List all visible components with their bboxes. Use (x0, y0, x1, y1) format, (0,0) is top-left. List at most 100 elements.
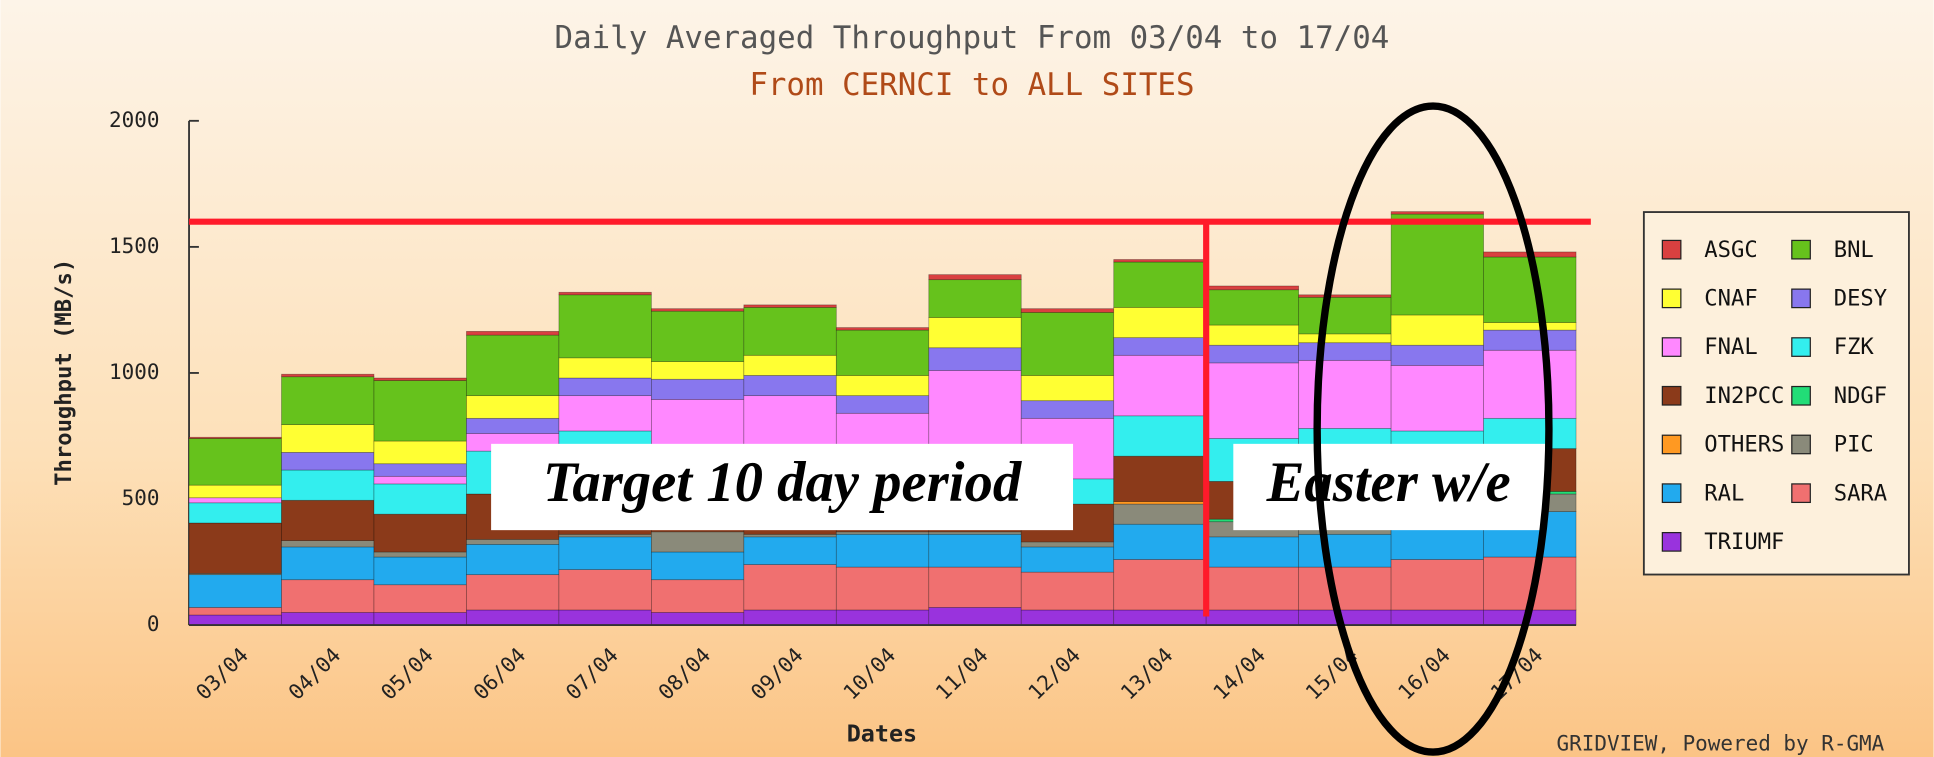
bar-segment (281, 546, 375, 581)
bar-segment (1483, 322, 1577, 331)
bar-segment (835, 566, 930, 611)
bar-segment (1298, 294, 1392, 298)
bar-segment (1483, 349, 1577, 419)
bar-segment (743, 564, 837, 611)
bar-segment (1020, 609, 1115, 626)
legend-label: OTHERS (1704, 432, 1784, 458)
bar-segment (188, 436, 282, 439)
bar-segment (188, 607, 282, 616)
bar-segment (1113, 259, 1207, 263)
legend-label: BNL (1834, 237, 1874, 263)
bar-segment (281, 452, 375, 471)
legend-label: SARA (1834, 480, 1887, 506)
bar-segment (466, 330, 560, 336)
chart-subtitle: From CERNCI to ALL SITES (749, 67, 1194, 103)
y-tick-label: 2000 (109, 108, 159, 132)
bar-segment (1298, 333, 1392, 344)
legend-label: IN2PCC (1704, 383, 1784, 409)
bar-segment (651, 310, 745, 362)
bar-segment (558, 291, 652, 296)
legend-swatch (1661, 288, 1682, 309)
bar-segment (373, 440, 467, 465)
bar-segment (1113, 337, 1207, 356)
legend-swatch (1791, 337, 1811, 357)
legend: ASGC BNL CNAF DESY FNAL FZK IN2PCC NDGF OTHERS PI… (1642, 211, 1910, 576)
bar-segment (1298, 296, 1392, 335)
bar-segment (188, 502, 282, 524)
bar-segment (1205, 285, 1300, 291)
bar-segment (928, 317, 1022, 349)
bar-segment (281, 469, 375, 501)
y-tick-label: 500 (122, 486, 160, 510)
bar-segment (651, 551, 745, 581)
bar-segment (373, 612, 467, 626)
legend-label: RAL (1704, 480, 1744, 506)
bar-segment (281, 579, 375, 613)
bar-segment (373, 513, 467, 553)
bar-segment (1113, 501, 1207, 505)
bar-segment (188, 574, 282, 608)
bar-segment (1483, 329, 1577, 351)
bar-segment (558, 569, 652, 611)
bar-segment (1113, 503, 1207, 525)
y-tick-label: 0 (147, 612, 160, 636)
legend-swatch (1791, 434, 1811, 455)
legend-label: DESY (1834, 285, 1887, 311)
bar-segment (651, 579, 745, 613)
legend-swatch (1661, 385, 1682, 406)
bar-segment (743, 354, 837, 376)
bar-segment (1390, 365, 1484, 432)
bar-segment (281, 499, 375, 541)
legend-swatch (1791, 385, 1811, 406)
legend-label: FNAL (1704, 334, 1757, 360)
bar-segment (928, 274, 1022, 281)
bar-segment (651, 361, 745, 380)
bar-segment (373, 463, 467, 477)
bar-segment (928, 347, 1022, 371)
bar-segment (1113, 609, 1207, 626)
bar-segment (651, 378, 745, 400)
bar-segment (558, 536, 652, 570)
bar-segment (188, 522, 282, 574)
bar-segment (1020, 541, 1115, 548)
bar-segment (558, 357, 652, 379)
legend-swatch (1661, 483, 1682, 504)
bar-segment (466, 538, 560, 545)
bar-segment (1205, 536, 1300, 568)
bar-segment (1483, 417, 1577, 449)
bar-segment (1113, 523, 1207, 560)
bar-segment (188, 438, 282, 486)
bar-segment (188, 497, 282, 504)
legend-label: PIC (1834, 432, 1874, 458)
bar-segment (373, 556, 467, 586)
bar-segment (281, 612, 375, 626)
bar-segment (281, 424, 375, 453)
bar-segment (1298, 342, 1392, 361)
bar-segment (373, 377, 467, 381)
legend-label: ASGC (1704, 237, 1757, 263)
bar-segment (1298, 359, 1392, 429)
bar-segment (1390, 213, 1484, 316)
bar-segment (1113, 307, 1207, 339)
bar-segment (281, 373, 375, 378)
bar-segment (1113, 559, 1207, 611)
bar-segment (835, 327, 930, 331)
bar-segment (1205, 609, 1300, 626)
legend-swatch (1661, 531, 1682, 552)
bar-segment (1390, 344, 1484, 366)
bar-segment (1390, 609, 1484, 626)
y-tick-label: 1500 (109, 234, 159, 258)
bar-segment (1390, 211, 1484, 215)
bar-segment (1205, 344, 1300, 364)
legend-swatch (1661, 239, 1682, 260)
bar-segment (1298, 609, 1392, 626)
legend-label: TRIUMF (1704, 529, 1784, 555)
y-tick-label: 1000 (109, 360, 159, 384)
annotations: Target 10 day period Easter w/e (189, 102, 1591, 756)
bar-segment (651, 531, 745, 553)
bar-segment (743, 304, 837, 308)
bar-segment (835, 609, 930, 626)
legend-swatch (1661, 337, 1682, 357)
bar-segment (281, 540, 375, 548)
bar-segment (1113, 261, 1207, 308)
